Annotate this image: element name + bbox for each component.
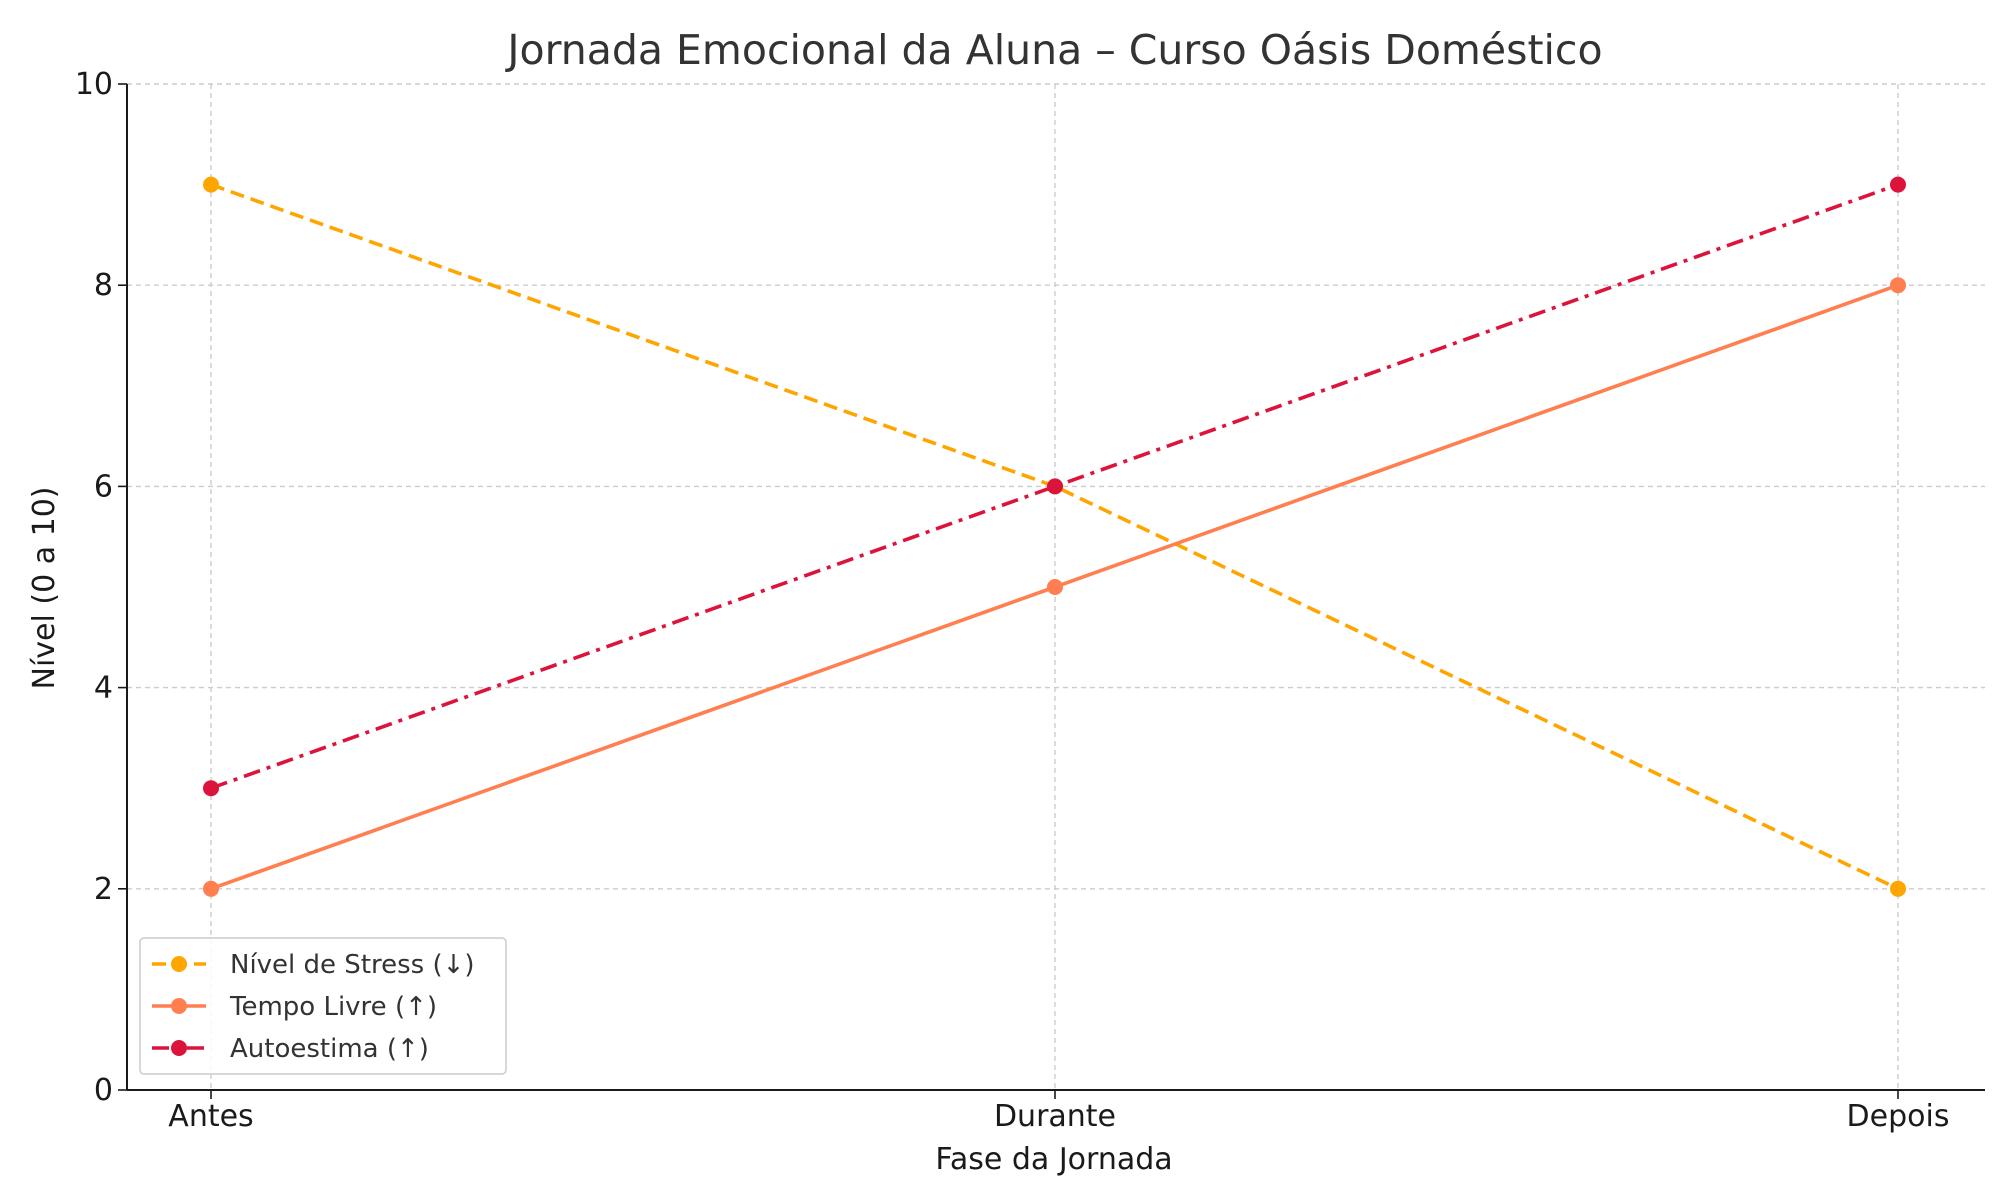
y-axis-label: Nível (0 a 10) [27,487,62,690]
axes [126,84,1985,1091]
data-point [203,176,219,193]
y-tick-label: 4 [94,671,113,706]
legend-label: Tempo Livre (↑) [229,992,437,1022]
tick-labels: 0 2 4 6 8 10 Antes Durante Depois [75,67,1950,1134]
y-tick-label: 10 [75,67,113,102]
data-point [1047,478,1063,495]
legend-item: Nível de Stress (↓) [152,950,475,980]
legend-marker [171,998,187,1014]
series-3 [203,176,1906,797]
y-tick-label: 6 [94,469,113,504]
data-point [203,780,219,797]
data-point [1890,176,1906,193]
legend-item: Autoestima (↑) [152,1034,429,1064]
series-2 [203,277,1906,897]
data-point [1047,579,1063,595]
y-tick-label: 2 [94,872,113,907]
data-point [203,880,219,897]
legend-marker [171,1040,187,1056]
legend: Nível de Stress (↓) Tempo Livre (↑) Autoes… [139,937,507,1075]
series-group [203,176,1906,897]
y-tick-label: 8 [94,268,113,303]
chart-title: Jornada Emocional da Aluna – Curso Oásis… [504,26,1602,74]
data-point [1890,277,1906,294]
series-line [210,182,1899,891]
x-axis-label: Fase da Jornada [935,1142,1172,1177]
x-tick-label: Depois [1847,1099,1950,1134]
x-tick-label: Durante [994,1099,1116,1134]
y-tick-label: 0 [94,1073,113,1108]
legend-item: Tempo Livre (↑) [152,992,437,1022]
legend-label: Autoestima (↑) [230,1034,429,1064]
legend-label: Nível de Stress (↓) [230,950,475,980]
legend-marker [171,956,187,972]
legend-box [139,937,507,1075]
data-point [1890,880,1906,897]
x-tick-label: Antes [168,1099,253,1134]
